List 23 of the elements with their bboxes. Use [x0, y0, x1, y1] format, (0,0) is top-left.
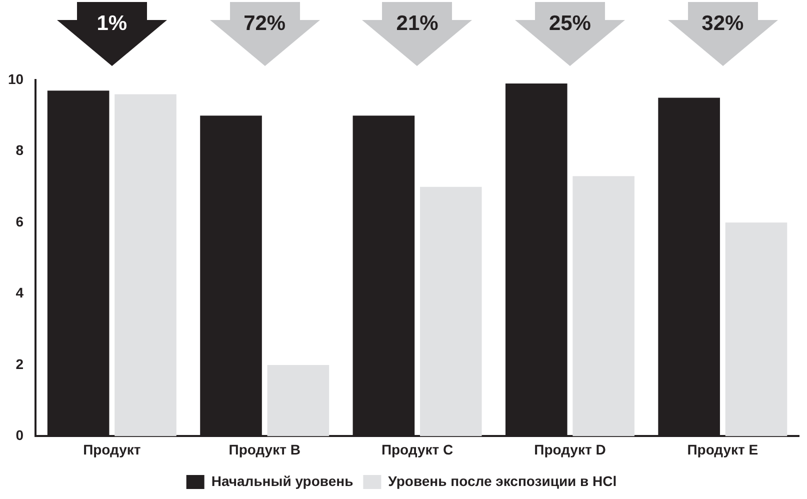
x-tick-label: Продукт E	[687, 441, 758, 458]
down-arrow-icon: 1%	[56, 2, 167, 66]
bar	[420, 186, 482, 436]
y-tick-label: 0	[16, 427, 24, 444]
legend-label: Уровень после экспозиции в HCl	[388, 472, 617, 489]
y-tick-label: 2	[16, 356, 24, 372]
down-arrow-icon: 25%	[514, 2, 625, 66]
legend-label: Начальный уровень	[211, 472, 354, 489]
y-tick-label: 6	[16, 213, 24, 230]
bar	[572, 176, 634, 436]
down-arrow-icon: 72%	[210, 2, 320, 66]
down-arrow-icon: 21%	[362, 2, 472, 66]
x-tick-label: Продукт C	[381, 441, 454, 458]
bar	[267, 364, 330, 436]
y-tick-label: 4	[16, 284, 24, 301]
x-tick-label: Продукт	[83, 441, 141, 458]
down-arrow-icon: 32%	[668, 2, 778, 66]
x-tick-label: Продукт B	[228, 441, 300, 458]
bar	[725, 222, 788, 436]
bar	[114, 94, 176, 436]
y-tick-label: 8	[16, 142, 24, 158]
y-tick-label: 10	[8, 70, 24, 87]
x-tick-label: Продукт D	[534, 441, 606, 458]
